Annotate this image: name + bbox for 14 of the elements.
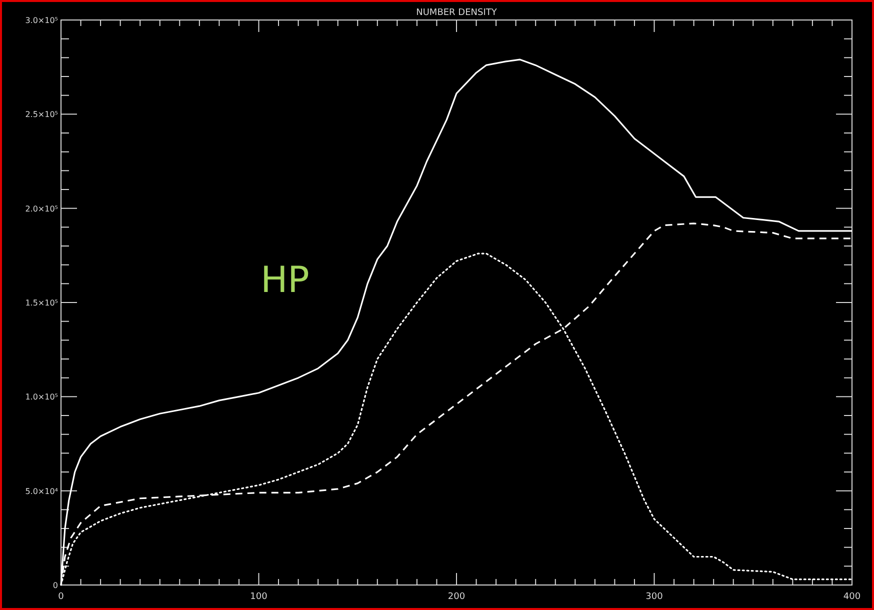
x-tick-label: 100 [250,592,268,602]
x-tick-label: 300 [646,592,664,602]
y-tick-label: 0 [52,581,58,590]
annotation: HP [260,260,310,301]
y-tick-label: 2.5×10⁵ [25,110,58,120]
y-tick-label: 1.0×10⁵ [25,392,58,402]
x-tick-label: 0 [58,592,64,602]
y-tick-label: 1.5×10⁵ [25,298,58,308]
y-tick-label: 3.0×10⁵ [25,16,58,25]
y-tick-label: 2.0×10⁵ [25,204,58,214]
x-tick-label: 400 [843,592,861,602]
chart-title: NUMBER DENSITY [416,8,498,18]
x-tick-label: 200 [448,592,466,602]
y-tick-label: 5.0×10⁴ [25,486,58,496]
